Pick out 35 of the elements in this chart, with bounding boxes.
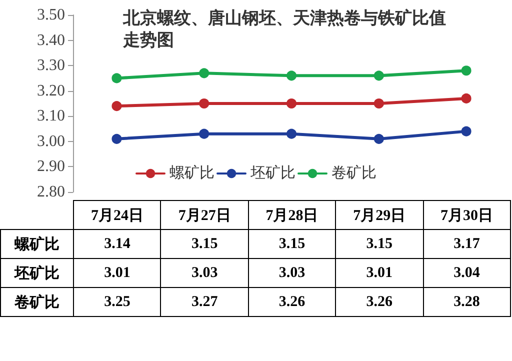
data-label: 3.25	[74, 288, 161, 316]
x-tick-label: 7月24日	[74, 200, 161, 230]
y-tick-label: 2.80	[37, 184, 65, 200]
y-tick-label: 3.30	[37, 57, 65, 74]
data-label: 3.26	[248, 288, 336, 316]
data-label: 3.01	[336, 258, 424, 288]
y-tick-label: 3.20	[37, 82, 65, 100]
x-tick-label: 7月27日	[160, 200, 248, 230]
x-tick-label: 7月29日	[336, 200, 424, 230]
data-label: 3.14	[74, 230, 161, 258]
y-tick-label: 3.00	[37, 132, 65, 150]
data-label: 3.03	[248, 258, 336, 288]
y-tick-label: 3.50	[37, 6, 65, 24]
text: 坯矿比	[14, 266, 60, 282]
data-label: 3.01	[74, 258, 161, 288]
data-label: 3.17	[423, 230, 510, 258]
legend-label: 坯矿比	[250, 164, 296, 182]
data-label: 3.15	[160, 230, 248, 258]
data-label: 3.04	[423, 258, 510, 288]
y-tick-label: 2.90	[37, 158, 65, 176]
y-tick-label: 3.40	[37, 32, 65, 49]
y-tick-label: 3.10	[37, 108, 65, 125]
chart-title: 北京螺纹、唐山钢坯、天津热卷与铁矿比值走势图	[122, 8, 446, 50]
legend-label: 螺矿比	[170, 164, 214, 182]
text: 螺矿比	[14, 236, 60, 252]
x-tick-label: 7月30日	[423, 200, 510, 230]
x-tick-label: 7月28日	[248, 200, 336, 230]
data-label: 3.15	[336, 230, 424, 258]
data-label: 3.03	[160, 258, 248, 288]
data-label: 3.28	[423, 288, 510, 316]
data-label: 3.26	[336, 288, 424, 316]
text: 卷矿比	[14, 294, 60, 310]
data-label: 3.15	[248, 230, 336, 258]
data-label: 3.27	[160, 288, 248, 316]
legend-label: 卷矿比	[332, 164, 376, 182]
